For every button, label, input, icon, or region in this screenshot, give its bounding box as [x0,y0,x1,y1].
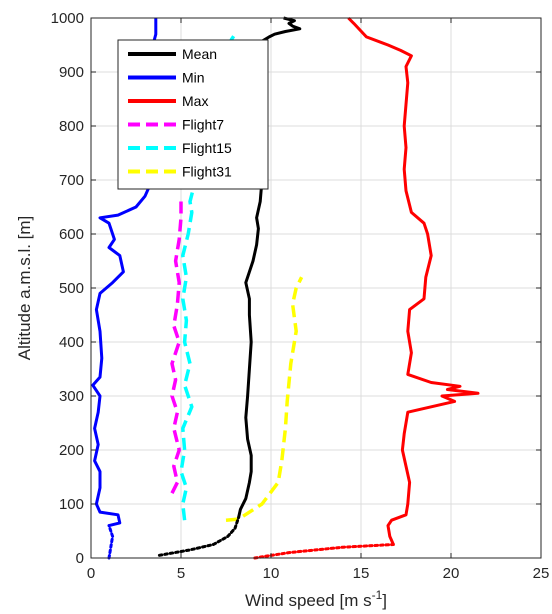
y-tick-label: 1000 [51,10,84,27]
ticks-group: 0 5 10 15 20 25 0 100 200 300 400 500 600 700 800 900 10… [51,10,550,582]
x-tick-label: 10 [263,565,280,582]
series-line-mean [237,16,302,518]
x-tick-label: 15 [353,565,370,582]
y-tick-label: 800 [59,118,84,135]
x-axis-label: Wind speed [m s-1] [245,588,387,610]
legend-label-flight7: Flight7 [182,117,224,133]
y-tick-label: 900 [59,64,84,81]
y-tick-label: 0 [76,550,84,567]
legend-label-mean: Mean [182,46,217,62]
y-tick-label: 500 [59,280,84,297]
x-tick-label: 5 [177,565,185,582]
legend: Mean Min Max Flight7 Flight15 Flight31 [117,39,269,190]
x-axis-label-superscript: -1 [372,588,383,602]
series-line-flight7 [170,196,183,494]
legend-label-min: Min [182,70,205,86]
y-tick-label: 600 [59,226,84,243]
y-tick-label: 700 [59,172,84,189]
series-tail-dotted-6 [157,516,241,557]
series-group [91,16,480,560]
legend-label-flight15: Flight15 [182,140,232,156]
series-line-flight31 [225,276,304,522]
series-tail-dotted-7 [107,524,115,560]
x-tick-label: 0 [87,565,95,582]
x-axis-label-main: Wind speed [m s [245,591,372,610]
series-line-flight15 [179,30,239,521]
legend-box [117,39,269,190]
x-tick-label: 25 [533,565,550,582]
x-axis-label-end: ] [382,591,387,610]
y-axis-label: Altitude a.m.s.l. [m] [15,216,34,361]
legend-label-flight31: Flight31 [182,164,232,180]
y-tick-label: 400 [59,334,84,351]
series-line-max [347,16,480,546]
series-tail-dotted-8 [253,543,395,560]
y-tick-label: 200 [59,442,84,459]
x-tick-label: 20 [443,565,460,582]
y-tick-label: 100 [59,496,84,513]
y-tick-label: 300 [59,388,84,405]
legend-label-max: Max [182,93,208,109]
